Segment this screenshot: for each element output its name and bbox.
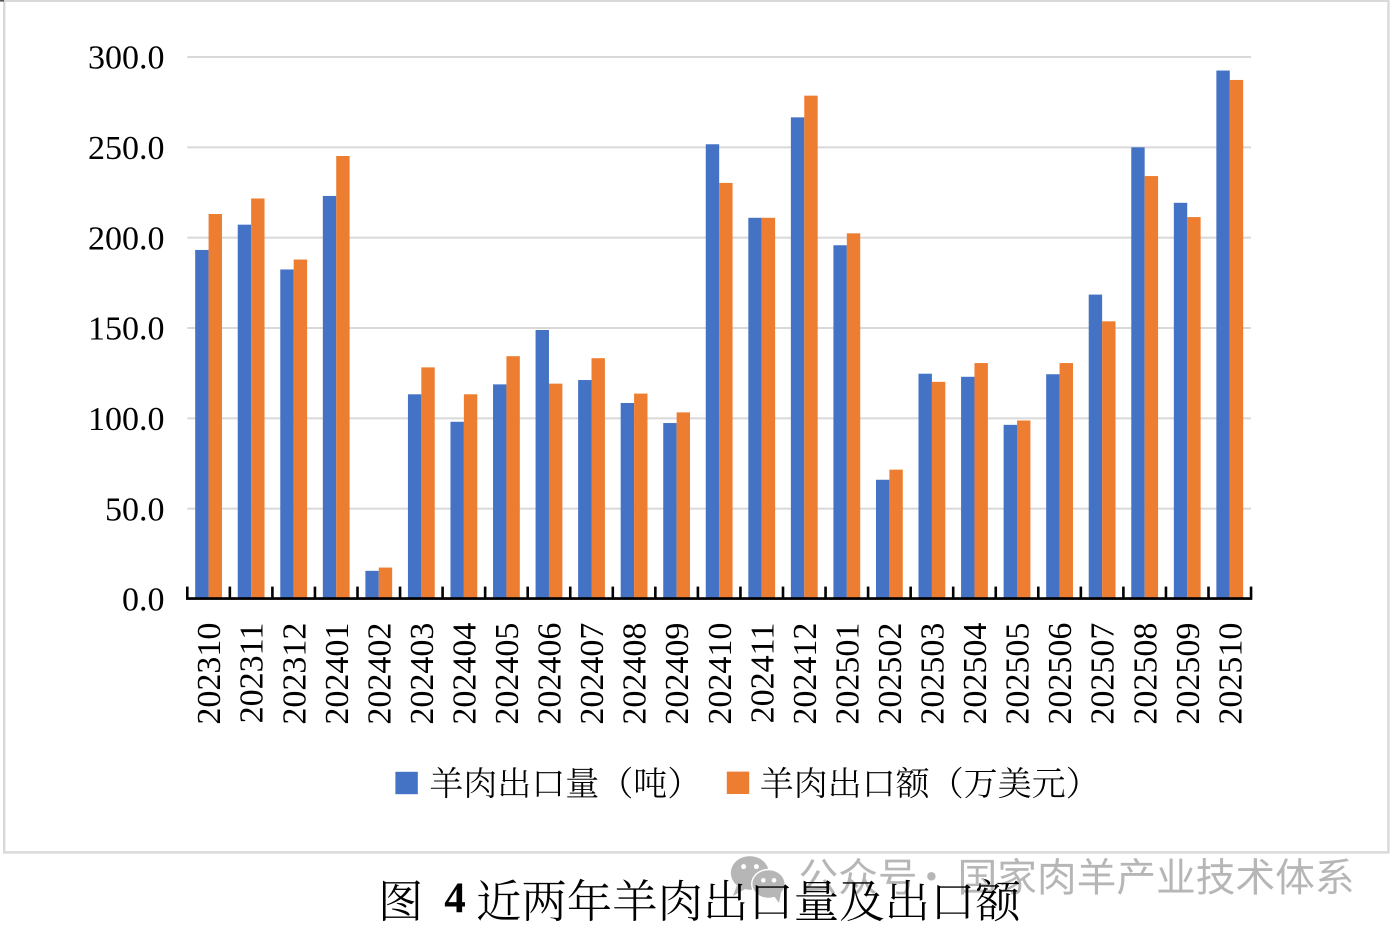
svg-text:202502: 202502 bbox=[872, 623, 909, 725]
svg-text:202505: 202505 bbox=[1000, 623, 1037, 725]
svg-text:150.0: 150.0 bbox=[88, 311, 165, 348]
svg-text:202407: 202407 bbox=[574, 623, 611, 725]
svg-text:300.0: 300.0 bbox=[88, 40, 165, 77]
svg-text:200.0: 200.0 bbox=[88, 220, 165, 257]
svg-text:202312: 202312 bbox=[276, 623, 313, 725]
svg-text:202409: 202409 bbox=[659, 623, 696, 725]
svg-text:202410: 202410 bbox=[702, 623, 739, 725]
svg-text:202411: 202411 bbox=[744, 623, 781, 724]
svg-text:202507: 202507 bbox=[1085, 623, 1122, 725]
svg-text:202406: 202406 bbox=[532, 623, 569, 725]
svg-text:250.0: 250.0 bbox=[88, 130, 165, 167]
svg-text:202403: 202403 bbox=[404, 623, 441, 725]
svg-text:202503: 202503 bbox=[915, 623, 952, 725]
svg-text:202506: 202506 bbox=[1042, 623, 1079, 725]
svg-text:202405: 202405 bbox=[489, 623, 526, 725]
svg-text:202404: 202404 bbox=[446, 623, 483, 725]
svg-text:202508: 202508 bbox=[1127, 623, 1164, 725]
svg-text:100.0: 100.0 bbox=[88, 401, 165, 438]
svg-text:202402: 202402 bbox=[361, 623, 398, 725]
svg-text:202504: 202504 bbox=[957, 623, 994, 725]
svg-text:4: 4 bbox=[444, 875, 466, 922]
svg-text:202310: 202310 bbox=[191, 623, 228, 725]
svg-text:0.0: 0.0 bbox=[122, 582, 165, 619]
svg-text:202408: 202408 bbox=[617, 623, 654, 725]
svg-text:202401: 202401 bbox=[319, 623, 356, 725]
svg-text:202311: 202311 bbox=[234, 623, 271, 724]
svg-text:202501: 202501 bbox=[829, 623, 866, 725]
svg-text:202510: 202510 bbox=[1212, 623, 1249, 725]
svg-text:50.0: 50.0 bbox=[105, 491, 165, 528]
svg-text:202412: 202412 bbox=[787, 623, 824, 725]
svg-text:202509: 202509 bbox=[1170, 623, 1207, 725]
